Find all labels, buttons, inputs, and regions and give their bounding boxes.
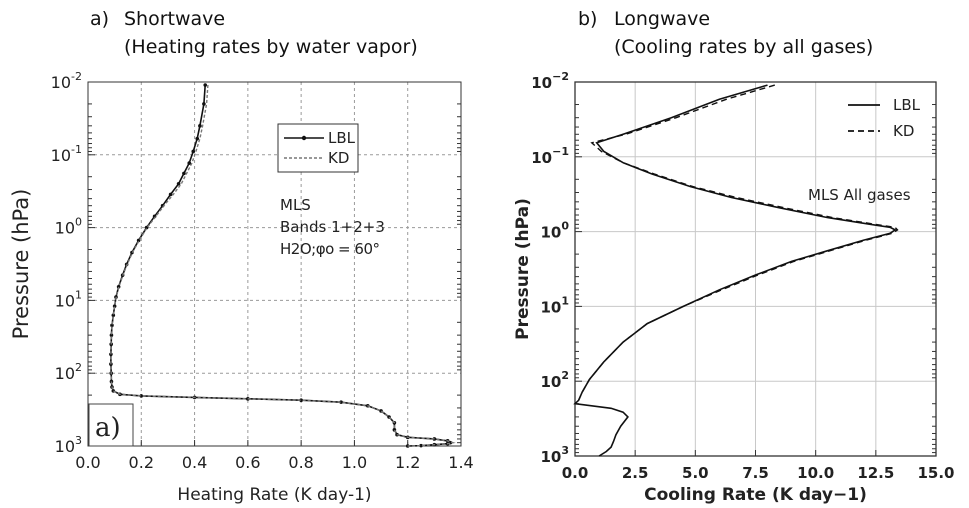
b-y-tick-label: 101	[540, 294, 569, 316]
b-series-kd-line	[577, 84, 899, 401]
a-annotation-dataset: MLS	[280, 196, 311, 214]
panel-b-subtitle: (Cooling rates by all gases)	[614, 36, 873, 58]
b-legend-kd-label: KD	[893, 122, 914, 140]
a-annotation-bands: Bands 1+2+3	[280, 218, 385, 236]
a-lbl-data-point	[116, 284, 121, 289]
a-y-tick-label: 102	[55, 361, 82, 383]
a-corner-label: a)	[95, 413, 121, 443]
a-lbl-data-point	[202, 102, 206, 106]
a-plot-frame	[87, 81, 462, 447]
a-x-tick-label: 1.0	[342, 453, 367, 472]
a-lbl-data-point	[168, 192, 173, 197]
a-lbl-data-point	[176, 181, 181, 186]
a-y-tick-label: 101	[55, 288, 82, 310]
a-x-tick-label: 0.0	[75, 453, 100, 472]
a-annotation-species: H2O;φo = 60°	[280, 240, 380, 258]
a-lbl-data-point	[136, 238, 141, 243]
b-series-lbl-line	[573, 84, 897, 457]
panel-a-subtitle: (Heating rates by water vapor)	[124, 36, 418, 58]
a-lbl-data-point	[111, 313, 116, 318]
a-x-tick-label: 1.4	[448, 453, 473, 472]
a-lbl-data-point	[191, 149, 196, 154]
b-x-tick-label: 15.0	[917, 464, 954, 482]
a-lbl-data-point	[110, 323, 114, 328]
b-x-tick-label: 5.0	[682, 464, 709, 482]
a-x-tick-label: 0.6	[235, 453, 260, 472]
a-lbl-data-point	[299, 398, 303, 403]
a-x-tick-label: 0.4	[182, 453, 207, 472]
b-annotation: MLS All gases	[808, 186, 911, 204]
a-y-tick-label: 100	[55, 216, 82, 238]
b-y-axis-label: Pressure (hPa)	[513, 198, 533, 340]
a-y-tick-label: 10-2	[51, 70, 82, 92]
a-lbl-data-point	[203, 83, 208, 87]
a-lbl-data-point	[419, 443, 423, 448]
a-y-tick-label: 10-1	[51, 143, 82, 165]
a-lbl-data-point	[139, 394, 144, 398]
b-y-tick-label: 10−1	[531, 145, 569, 167]
b-x-tick-label: 0.0	[562, 464, 589, 482]
b-x-axis-label: Cooling Rate (K day−1)	[644, 485, 867, 505]
b-y-tick-label: 100	[540, 220, 569, 242]
a-y-axis-label: Pressure (hPa)	[9, 189, 33, 340]
a-x-tick-label: 0.8	[288, 453, 313, 472]
a-legend-lbl-marker	[301, 135, 307, 141]
a-legend-kd-label: KD	[328, 149, 349, 167]
a-lbl-data-point	[195, 136, 200, 141]
a-lbl-data-point	[198, 124, 202, 128]
a-lbl-data-point	[112, 304, 117, 308]
a-x-tick-label: 1.2	[395, 453, 420, 472]
a-lbl-data-point	[182, 171, 186, 176]
a-lbl-data-point	[109, 333, 114, 337]
a-corner-label-box	[88, 403, 134, 447]
b-x-tick-label: 2.5	[622, 464, 649, 482]
b-y-tick-label: 102	[540, 369, 569, 391]
b-y-tick-label: 10−2	[531, 70, 569, 92]
a-y-tick-label: 103	[55, 434, 82, 456]
chart-panel-b: 0.0 2.5 5.0 7.5 10.0 12.5 15.0 10−2 10−1 100 101 10…	[513, 70, 955, 505]
chart-panel-a: 0.0 0.2 0.4 0.6 0.8 1.0 1.2 1.4 10-2 10-1 100 101 10…	[9, 70, 474, 505]
b-x-tick-label: 7.5	[742, 464, 769, 482]
b-x-tick-label: 12.5	[857, 464, 894, 482]
a-series-kd-line	[110, 84, 456, 447]
panel-b-letter: b)	[578, 8, 597, 30]
a-lbl-data-point	[187, 161, 192, 165]
b-y-tick-label: 103	[540, 444, 569, 466]
b-x-tick-label: 10.0	[797, 464, 834, 482]
panel-a-letter: a)	[90, 8, 109, 30]
panel-a-title: Shortwave	[124, 8, 225, 30]
a-lbl-data-point	[339, 400, 343, 404]
a-x-tick-label: 0.2	[129, 453, 154, 472]
b-legend-lbl-label: LBL	[893, 96, 921, 114]
a-legend-lbl-label: LBL	[328, 129, 356, 147]
a-x-axis-label: Heating Rate (K day-1)	[177, 485, 371, 505]
panel-b-title: Longwave	[614, 8, 710, 30]
a-legend-box	[277, 123, 359, 173]
